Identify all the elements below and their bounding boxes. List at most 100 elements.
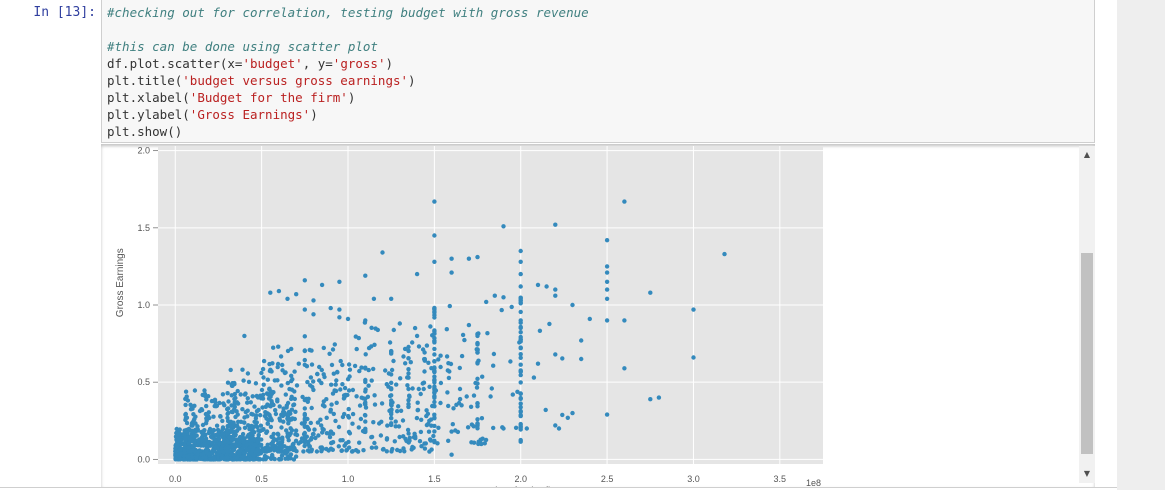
data-point [553,352,558,357]
data-point [333,388,339,394]
data-point [221,450,226,455]
data-point [282,444,287,449]
data-point [216,431,221,436]
data-point [587,316,592,322]
data-point [432,403,437,409]
data-point [217,441,222,446]
data-point [250,412,256,417]
scrollbar-thumb[interactable] [1081,253,1093,454]
data-point [286,418,291,424]
data-point [449,256,454,261]
data-point [407,394,412,399]
data-point [263,410,268,415]
data-point [317,364,322,370]
data-point [240,431,246,437]
data-point [241,440,246,445]
data-point [213,445,219,450]
data-point [265,421,270,426]
data-point [300,394,305,400]
data-point [221,401,226,406]
data-point [287,433,292,438]
data-point [363,389,368,394]
data-point [230,381,235,386]
code-line [107,21,1094,38]
data-point [245,396,250,401]
data-point [210,440,215,446]
data-point [268,455,274,461]
output-scrollbar[interactable]: ▲ ▼ [1079,146,1095,483]
data-point [436,357,441,362]
code-token-string: 'gross' [332,56,386,71]
data-point [426,429,432,434]
code-token-plain: df.plot.scatter(x= [107,56,243,71]
data-point [288,426,293,431]
data-point [403,436,408,442]
data-point [261,382,266,387]
data-point [373,445,379,450]
data-point [246,379,252,385]
data-point [261,427,266,432]
data-point [432,368,437,374]
data-point [489,386,494,391]
data-point [363,419,368,424]
data-point [225,431,230,436]
data-point [245,371,251,376]
data-point [238,434,243,440]
data-point [400,418,406,423]
data-point [420,347,426,352]
data-point [246,456,251,462]
data-point [389,380,394,385]
data-point [277,443,282,448]
data-point [227,420,233,425]
code-token-plain: plt.title( [107,73,183,88]
data-point [317,378,322,383]
data-point [372,440,377,446]
data-point [392,439,397,444]
data-point [464,394,469,399]
data-point [191,412,196,417]
data-point [357,403,363,408]
data-point [182,437,188,442]
data-point [483,437,489,443]
data-point [289,396,294,402]
data-point [500,425,505,430]
code-cell[interactable]: #checking out for correlation, testing b… [101,0,1095,143]
data-point [475,381,480,386]
data-point [270,443,275,448]
data-point [291,447,296,452]
code-token-comment: #this can be done using scatter plot [107,39,378,54]
scatter-plot: 0.0 0.5 1.0 1.5 2.0 2.5 3.0 3.5 0.0 0.5 1.0 1.5 2.0 B… [115,146,823,487]
triangle-down-icon[interactable]: ▼ [1083,469,1091,478]
data-point [398,408,404,413]
data-point [396,424,402,429]
data-point [466,256,472,261]
data-point [273,408,278,413]
data-point [466,322,472,328]
data-point [340,382,345,387]
data-point [395,409,400,414]
triangle-up-icon[interactable]: ▲ [1083,150,1091,159]
data-point [518,346,523,351]
data-point [225,415,230,421]
data-point [518,405,523,410]
data-point [281,406,286,411]
right-gutter [1117,0,1165,490]
data-point [240,407,245,412]
data-point [417,439,423,444]
data-point [371,420,376,425]
x-tick-label: 0.0 [169,474,182,484]
data-point [518,334,523,340]
data-point [183,389,189,394]
output-area: 0.0 0.5 1.0 1.5 2.0 2.5 3.0 3.5 0.0 0.5 1.0 1.5 2.0 B… [101,144,1095,487]
x-tick-label: 3.0 [687,474,700,484]
y-axis-label: Gross Earnings [115,248,126,317]
data-point [338,387,343,392]
data-point [211,427,216,433]
data-point [361,448,366,453]
x-tick-label: 2.0 [514,474,527,484]
data-point [204,403,209,409]
data-point [211,414,216,419]
data-point [414,415,420,421]
data-point [432,352,437,357]
data-point [406,348,411,353]
